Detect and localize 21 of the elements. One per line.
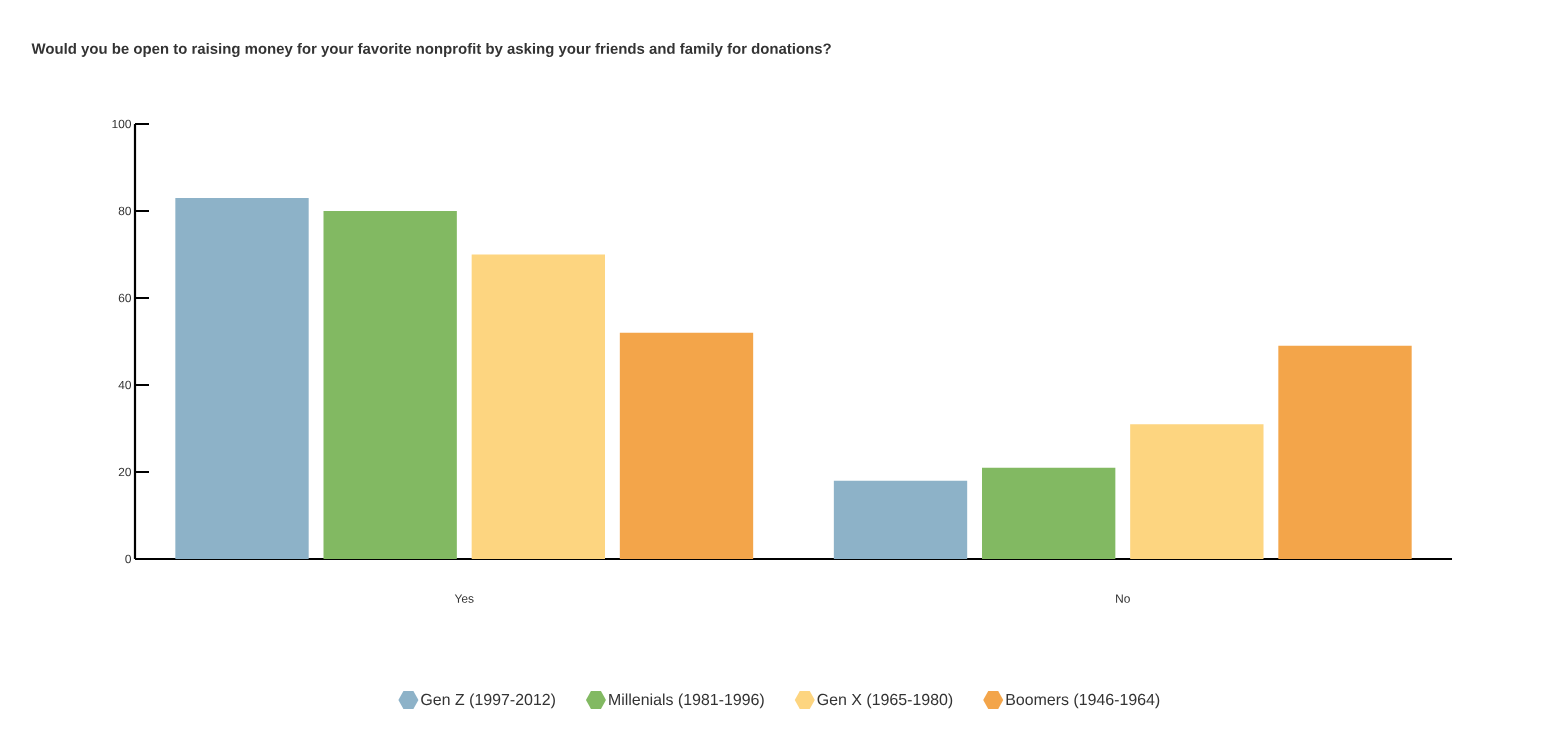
bar xyxy=(1130,424,1264,559)
bar xyxy=(175,197,309,559)
bar xyxy=(323,211,457,559)
legend-label: Gen Z (1997-2012) xyxy=(421,693,555,709)
y-tick-label: 40 xyxy=(118,380,132,390)
bar xyxy=(471,254,606,559)
x-tick-label: No xyxy=(1116,594,1130,603)
x-tick-label: Yes xyxy=(454,594,474,603)
legend-label: Millenials (1981-1996) xyxy=(609,693,764,709)
y-tick-label: 0 xyxy=(125,554,132,564)
legend-label: Gen X (1965-1980) xyxy=(817,693,953,709)
bar xyxy=(833,480,968,559)
y-tick-label: 60 xyxy=(118,293,132,303)
y-tick-label: 100 xyxy=(112,119,132,129)
y-tick-label: 20 xyxy=(118,467,132,477)
y-tick-label: 80 xyxy=(118,206,132,216)
bar xyxy=(1278,345,1412,559)
bar xyxy=(982,467,1116,559)
chart-title: Would you be open to raising money for your favorite nonprofit by asking your friends and family for donations? xyxy=(31,42,831,57)
bar xyxy=(619,332,754,559)
legend-label: Boomers (1946-1964) xyxy=(1006,693,1160,709)
